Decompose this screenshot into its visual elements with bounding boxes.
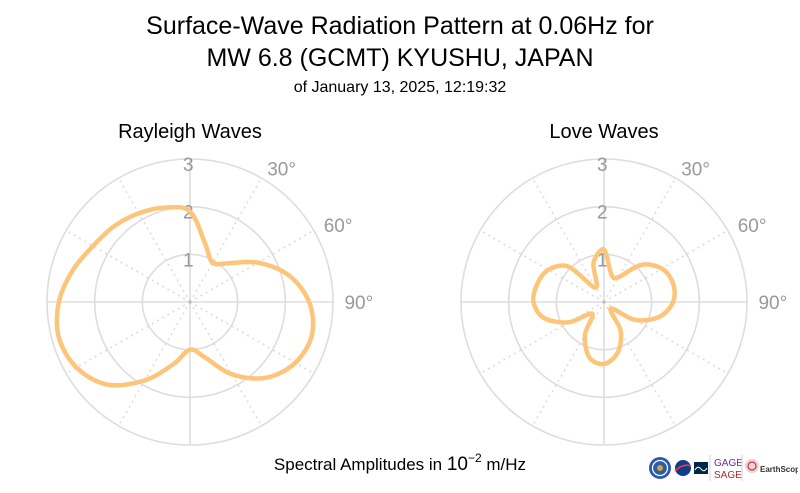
footer-base: 10 [447,454,468,475]
angle-grid-line [479,229,605,303]
angle-tick-label: 90° [344,293,373,314]
angle-tick-label: 30° [267,159,296,180]
angle-tick-label: 60° [738,216,767,237]
gage-logo-text: GAGE [714,458,743,469]
footer-exponent: −2 [468,451,482,465]
radius-tick-label: 1 [183,250,194,271]
earthscope-logo-text: EarthScope [760,465,798,474]
nasa-logo [674,460,692,476]
footer-units: Spectral Amplitudes in 10−2 m/Hz [274,451,526,475]
angle-grid-line [65,229,191,303]
radius-grid-ring [46,158,334,446]
angle-grid-line [531,177,605,303]
polar-center [188,300,192,304]
chart-title: Love Waves [549,121,658,143]
polar-chart-rayleigh: Rayleigh Waves 1 2 3 30° 60° 90° [46,121,373,446]
radius-grid-ring [93,205,287,399]
angle-grid-line [189,301,263,427]
radius-tick-label: 2 [183,203,194,224]
angle-grid-line [117,177,191,303]
angle-grid-line [117,301,191,427]
radius-grid-ring [460,158,748,446]
angle-grid-line [603,229,729,303]
nsf-logo [649,457,671,479]
radiation-pattern-line [54,204,316,388]
angle-tick-label: 30° [681,159,710,180]
footer-prefix: Spectral Amplitudes in [274,455,447,474]
radiation-pattern-line [530,247,677,367]
radius-tick-label: 2 [597,203,608,224]
angle-tick-label: 60° [324,216,353,237]
radius-tick-label: 1 [597,250,608,271]
polar-chart-love: Love Waves 1 2 3 30° 60° 90° [460,121,787,446]
radius-grid-ring [507,205,701,399]
usgs-logo [694,462,708,474]
angle-grid-line [189,177,263,303]
radius-tick-label: 3 [597,155,608,176]
angle-tick-label: 90° [758,293,787,314]
sage-logo-text: SAGE [714,470,742,481]
chart-title: Rayleigh Waves [118,121,262,143]
sponsor-logos: GAGE SAGE EarthScope [649,455,798,481]
radius-tick-label: 3 [183,155,194,176]
figure-title-line1: Surface-Wave Radiation Pattern at 0.06Hz… [146,12,654,40]
angle-grid-line [603,177,677,303]
polar-center [602,300,606,304]
figure-subtitle: of January 13, 2025, 12:19:32 [294,79,507,96]
angle-grid-line [189,229,315,303]
footer-suffix: m/Hz [482,455,526,474]
figure-title-line2: MW 6.8 (GCMT) KYUSHU, JAPAN [206,44,593,72]
earthscope-logo-mark [745,459,759,473]
